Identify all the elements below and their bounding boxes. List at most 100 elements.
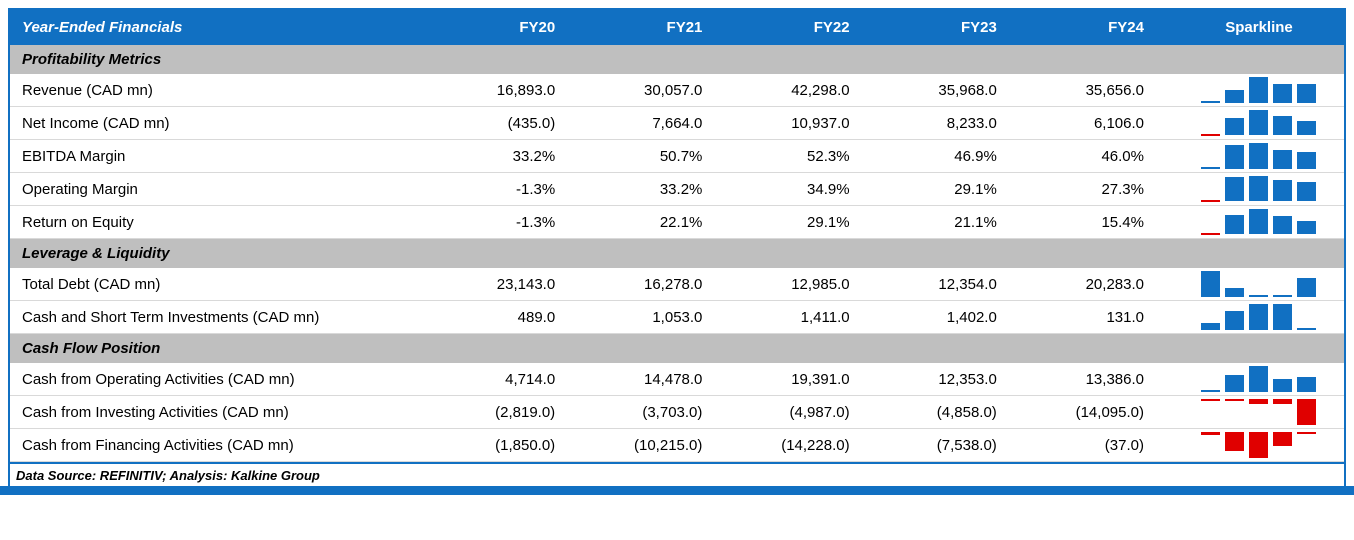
- value-cell: 22.1%: [659, 213, 703, 231]
- value-cell: 13,386.0: [1085, 370, 1144, 388]
- value-cell: -1.3%: [516, 180, 556, 198]
- sparkline-positive-bar: [1249, 110, 1269, 135]
- row-label: Revenue (CAD mn): [22, 81, 153, 99]
- table-row: Net Income (CAD mn) (435.0) 7,664.0 10,937.…: [10, 107, 1344, 140]
- row-label: EBITDA Margin: [22, 147, 126, 165]
- sparkline-positive-bar: [1273, 378, 1293, 392]
- value-cell: (37.0): [1104, 436, 1144, 454]
- table-row: Total Debt (CAD mn) 23,143.0 16,278.0 12,98…: [10, 268, 1344, 301]
- sparkline-bar-slot: [1201, 432, 1221, 458]
- sparkline-negative-bar: [1273, 432, 1293, 446]
- sparkline-bar-slot: [1201, 143, 1221, 169]
- value-cell: (3,703.0): [642, 403, 703, 421]
- sparkline: [1201, 271, 1317, 297]
- sparkline-bar-slot: [1201, 176, 1221, 202]
- value-cell: 8,233.0: [946, 114, 997, 132]
- sparkline-positive-bar: [1225, 89, 1245, 103]
- sparkline-positive-bar: [1297, 376, 1317, 392]
- table-row: Cash and Short Term Investments (CAD mn)…: [10, 301, 1344, 334]
- value-cell: 33.2%: [659, 180, 703, 198]
- sparkline: [1201, 432, 1317, 458]
- sparkline-bar-slot: [1225, 110, 1245, 136]
- sparkline: [1201, 176, 1317, 202]
- value-cell: 14,478.0: [644, 370, 703, 388]
- value-cell: 46.0%: [1101, 147, 1144, 165]
- value-cell: 29.1%: [954, 180, 997, 198]
- value-cell: 29.1%: [807, 213, 850, 231]
- sparkline-cell: [1174, 173, 1344, 205]
- sparkline-bar-slot: [1249, 366, 1269, 392]
- value-cell: 20,283.0: [1085, 275, 1144, 293]
- sparkline-bar-slot: [1225, 77, 1245, 103]
- sparkline-bar-slot: [1201, 110, 1221, 136]
- sparkline-bar-slot: [1249, 209, 1269, 235]
- column-header-fy23: FY23: [960, 19, 997, 36]
- value-cell: 16,893.0: [496, 81, 556, 99]
- sparkline-bar-slot: [1297, 77, 1317, 103]
- sparkline-bar-slot: [1201, 209, 1221, 235]
- sparkline-bar-slot: [1249, 271, 1269, 297]
- value-cell: 489.0: [517, 308, 556, 326]
- data-source-note: Data Source: REFINITIV; Analysis: Kalkin…: [10, 462, 1344, 486]
- value-cell: 35,968.0: [938, 81, 997, 99]
- value-cell: 46.9%: [954, 147, 997, 165]
- sparkline-bar-slot: [1225, 366, 1245, 392]
- value-cell: (1,850.0): [495, 436, 556, 454]
- sparkline-bar-slot: [1273, 366, 1293, 392]
- sparkline-bar-slot: [1297, 271, 1317, 297]
- value-cell: (2,819.0): [495, 403, 556, 421]
- sparkline-bar-slot: [1273, 176, 1293, 202]
- sparkline-positive-bar: [1297, 151, 1317, 169]
- value-cell: 30,057.0: [644, 81, 703, 99]
- table-row: Revenue (CAD mn) 16,893.0 30,057.0 42,298.0…: [10, 74, 1344, 107]
- row-label: Return on Equity: [22, 213, 134, 231]
- table-row: EBITDA Margin 33.2% 50.7% 52.3% 46.9% 46.0%: [10, 140, 1344, 173]
- sparkline-positive-bar: [1225, 374, 1245, 392]
- sparkline-bar-slot: [1225, 209, 1245, 235]
- sparkline-cell: [1174, 363, 1344, 395]
- row-label: Operating Margin: [22, 180, 138, 198]
- value-cell: 23,143.0: [496, 275, 556, 293]
- value-cell: 15.4%: [1101, 213, 1144, 231]
- sparkline-bar-slot: [1249, 77, 1269, 103]
- sparkline-bar-slot: [1273, 271, 1293, 297]
- sparkline-positive-bar: [1225, 117, 1245, 135]
- value-cell: 1,411.0: [800, 308, 850, 326]
- sparkline-bar-slot: [1249, 143, 1269, 169]
- sparkline-bar-slot: [1201, 304, 1221, 330]
- sparkline-bar-slot: [1249, 110, 1269, 136]
- row-label: Cash and Short Term Investments (CAD mn): [22, 308, 320, 326]
- bottom-accent-bar: [0, 486, 1354, 495]
- row-label: Net Income (CAD mn): [22, 114, 170, 132]
- value-cell: 16,278.0: [644, 275, 703, 293]
- sparkline-bar-slot: [1201, 399, 1221, 425]
- table-header-row: Year-Ended Financials FY20 FY21 FY22 FY2…: [10, 10, 1344, 45]
- sparkline: [1201, 143, 1317, 169]
- sparkline-positive-bar: [1273, 295, 1293, 297]
- sparkline-bar-slot: [1249, 176, 1269, 202]
- sparkline-cell: [1174, 429, 1344, 461]
- value-cell: -1.3%: [516, 213, 556, 231]
- sparkline-bar-slot: [1297, 143, 1317, 169]
- sparkline-negative-bar: [1297, 432, 1317, 434]
- sparkline-bar-slot: [1297, 399, 1317, 425]
- sparkline-positive-bar: [1225, 145, 1245, 169]
- sparkline-bar-slot: [1273, 304, 1293, 330]
- value-cell: 35,656.0: [1085, 81, 1144, 99]
- column-header-fy22: FY22: [813, 19, 850, 36]
- sparkline-bar-slot: [1201, 366, 1221, 392]
- sparkline-cell: [1174, 396, 1344, 428]
- value-cell: 12,353.0: [938, 370, 997, 388]
- sparkline-bar-slot: [1225, 176, 1245, 202]
- sparkline-negative-bar: [1297, 399, 1317, 425]
- sparkline-negative-bar: [1225, 432, 1245, 451]
- sparkline-positive-bar: [1201, 322, 1221, 330]
- sparkline-negative-bar: [1201, 134, 1221, 136]
- sparkline-positive-bar: [1249, 143, 1269, 169]
- sparkline-positive-bar: [1297, 328, 1317, 330]
- value-cell: (14,228.0): [781, 436, 850, 454]
- sparkline-positive-bar: [1273, 215, 1293, 234]
- sparkline-positive-bar: [1225, 177, 1245, 202]
- sparkline: [1201, 399, 1317, 425]
- row-label: Cash from Financing Activities (CAD mn): [22, 436, 294, 454]
